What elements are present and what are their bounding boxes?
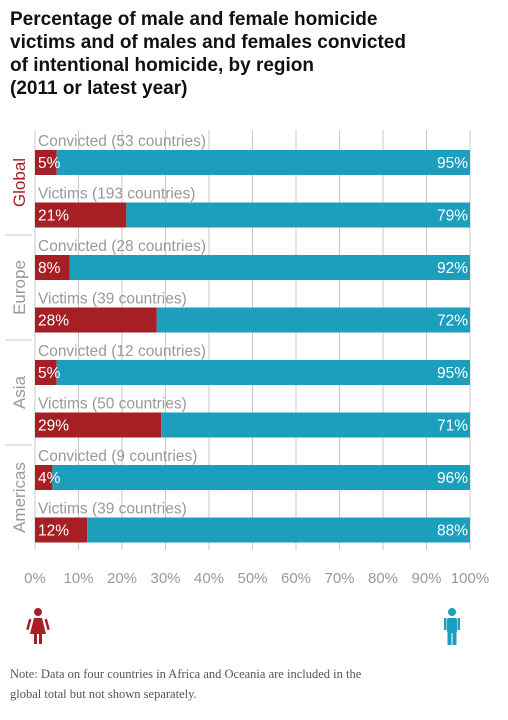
x-tick-label: 100% bbox=[451, 570, 489, 587]
row-label: Victims (50 countries) bbox=[38, 396, 187, 413]
row-label: Convicted (28 countries) bbox=[38, 238, 206, 255]
female-value-label: 12% bbox=[38, 523, 69, 540]
male-bar bbox=[126, 202, 470, 228]
female-person-icon bbox=[26, 608, 50, 644]
female-value-label: 28% bbox=[38, 313, 69, 330]
chart-title-line: (2011 or latest year) bbox=[10, 78, 188, 99]
male-bar bbox=[69, 255, 471, 280]
row-label: Victims (193 countries) bbox=[38, 186, 195, 203]
female-bar bbox=[35, 465, 53, 490]
row-label: Convicted (12 countries) bbox=[38, 343, 206, 360]
x-tick-label: 0% bbox=[24, 570, 46, 587]
x-tick-label: 90% bbox=[411, 570, 441, 587]
male-bar bbox=[156, 307, 471, 333]
region-label: Asia bbox=[10, 375, 29, 409]
region-label: Americas bbox=[10, 462, 29, 533]
male-value-label: 79% bbox=[437, 208, 468, 225]
male-bar bbox=[161, 412, 470, 438]
female-bar bbox=[35, 202, 127, 228]
male-bar bbox=[87, 517, 470, 543]
male-bar bbox=[56, 150, 470, 175]
female-value-label: 29% bbox=[38, 418, 69, 435]
female-bar bbox=[35, 255, 70, 280]
male-bar bbox=[56, 360, 470, 385]
row-label: Victims (39 countries) bbox=[38, 501, 187, 518]
region-label: Europe bbox=[10, 260, 29, 315]
chart-title-line: Percentage of male and female homicide bbox=[10, 9, 378, 30]
female-bar bbox=[35, 517, 88, 543]
male-bar bbox=[52, 465, 471, 490]
note-line: Note: Data on four countries in Africa a… bbox=[10, 667, 362, 681]
chart-title: Percentage of male and female homicide v… bbox=[10, 8, 500, 100]
x-tick-label: 10% bbox=[63, 570, 93, 587]
x-tick-label: 50% bbox=[237, 570, 267, 587]
chart-note: Note: Data on four countries in Africa a… bbox=[10, 664, 496, 704]
x-tick-label: 40% bbox=[194, 570, 224, 587]
female-bar bbox=[35, 150, 57, 175]
male-person-icon bbox=[444, 608, 460, 645]
male-value-label: 95% bbox=[437, 365, 468, 382]
row-label: Convicted (53 countries) bbox=[38, 133, 206, 150]
row-label: Convicted (9 countries) bbox=[38, 448, 197, 465]
note-line: global total but not shown separately. bbox=[10, 687, 197, 701]
female-value-label: 8% bbox=[38, 260, 61, 277]
region-label: Global bbox=[10, 158, 29, 207]
male-value-label: 92% bbox=[437, 260, 468, 277]
female-value-label: 5% bbox=[38, 155, 61, 172]
male-value-label: 95% bbox=[437, 155, 468, 172]
x-tick-label: 20% bbox=[107, 570, 137, 587]
x-tick-label: 30% bbox=[150, 570, 180, 587]
row-label: Victims (39 countries) bbox=[38, 291, 187, 308]
female-bar bbox=[35, 412, 162, 438]
male-value-label: 96% bbox=[437, 470, 468, 487]
female-value-label: 4% bbox=[38, 470, 61, 487]
male-value-label: 88% bbox=[437, 523, 468, 540]
x-tick-label: 60% bbox=[281, 570, 311, 587]
female-value-label: 5% bbox=[38, 365, 61, 382]
female-value-label: 21% bbox=[38, 208, 69, 225]
male-value-label: 72% bbox=[437, 313, 468, 330]
chart-title-line: of intentional homicide, by region bbox=[10, 55, 315, 76]
female-bar bbox=[35, 307, 157, 333]
x-tick-label: 80% bbox=[368, 570, 398, 587]
x-tick-label: 70% bbox=[324, 570, 354, 587]
chart-title-line: victims and of males and females convict… bbox=[10, 32, 406, 53]
female-bar bbox=[35, 360, 57, 385]
male-value-label: 71% bbox=[437, 418, 468, 435]
